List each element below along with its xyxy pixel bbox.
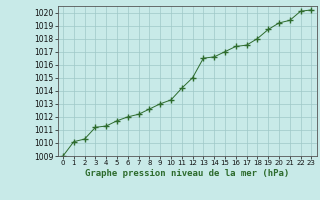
X-axis label: Graphe pression niveau de la mer (hPa): Graphe pression niveau de la mer (hPa)	[85, 169, 289, 178]
